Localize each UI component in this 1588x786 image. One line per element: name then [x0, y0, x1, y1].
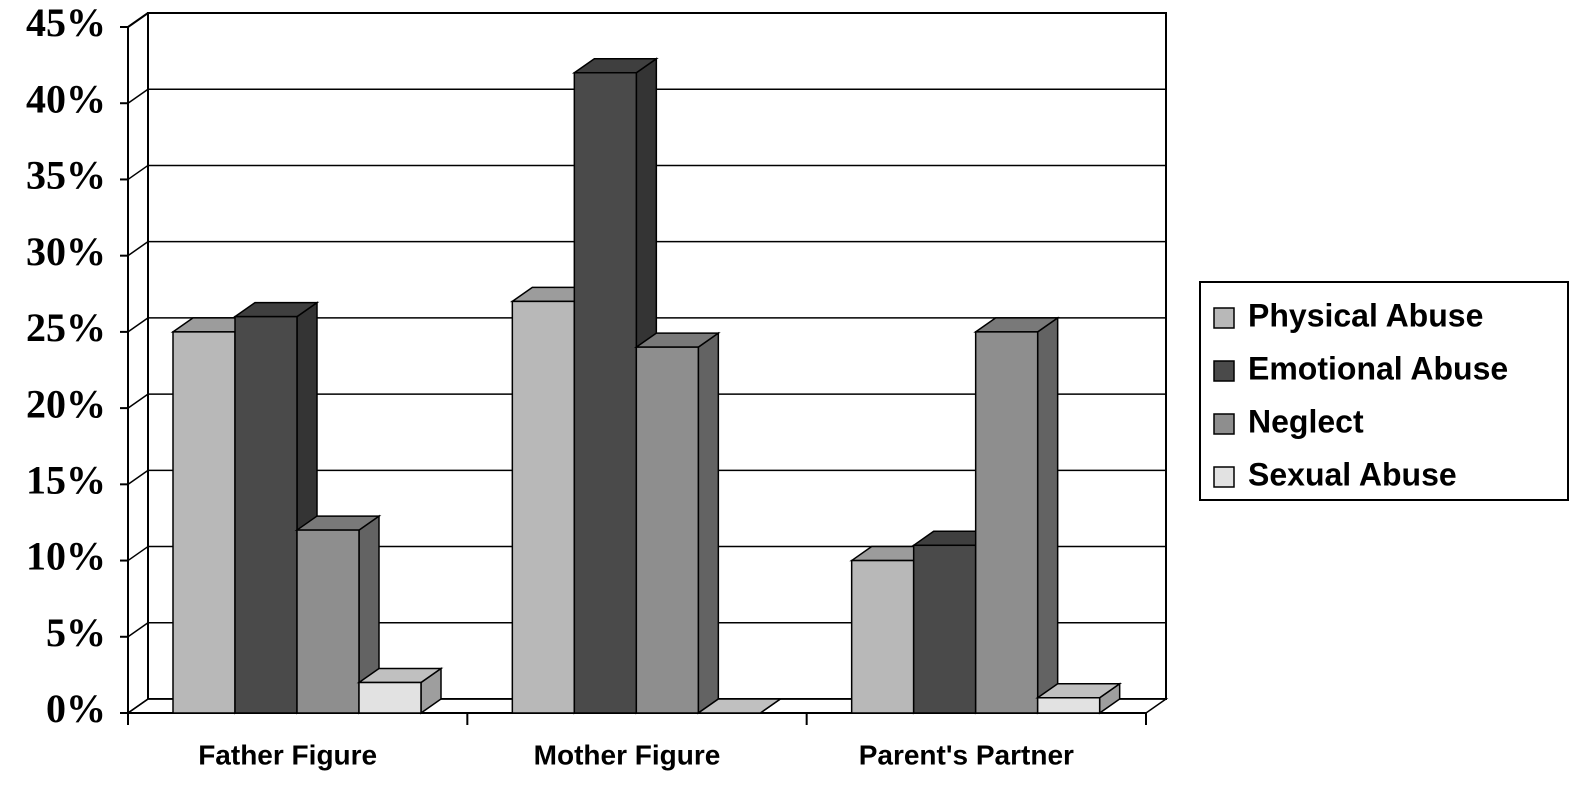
bar	[234, 315, 298, 714]
legend-box	[1199, 281, 1569, 501]
side-grid-line	[127, 88, 149, 104]
bar	[358, 681, 422, 714]
side-top	[127, 12, 149, 28]
y-tick-label: 0%	[46, 686, 106, 731]
bar-top	[695, 698, 783, 714]
y-tick-label: 15%	[26, 458, 106, 503]
bar-side	[1036, 316, 1059, 715]
bar	[974, 331, 1039, 714]
bar	[573, 71, 638, 714]
side-grid-line	[127, 317, 149, 333]
bar	[1036, 697, 1101, 714]
side-grid-line	[127, 545, 149, 562]
side-grid-line	[127, 164, 149, 181]
y-tick-label: 30%	[26, 229, 106, 274]
y-tick-label: 5%	[46, 610, 106, 655]
side-grid-line	[127, 241, 149, 257]
legend-label: Sexual Abuse	[1248, 456, 1457, 492]
bar	[296, 529, 360, 714]
legend-swatch	[1213, 307, 1235, 329]
bar	[172, 331, 236, 714]
bar	[511, 300, 576, 714]
x-tick-label: Father Figure	[198, 739, 377, 770]
y-tick-label: 45%	[26, 0, 106, 45]
y-tick-label: 25%	[26, 305, 106, 350]
y-tick-label: 35%	[26, 153, 106, 198]
side-grid-line	[127, 698, 149, 714]
y-tick-label: 20%	[26, 381, 106, 426]
legend-swatch	[1213, 413, 1235, 435]
x-tick-label: Mother Figure	[534, 739, 721, 770]
legend-label: Emotional Abuse	[1248, 350, 1508, 386]
bar	[635, 346, 700, 714]
y-tick-label: 40%	[26, 76, 106, 121]
legend-label: Neglect	[1248, 403, 1364, 439]
legend-swatch	[1213, 466, 1235, 488]
side-grid-line	[127, 393, 149, 409]
bar	[912, 544, 977, 714]
bar-side	[697, 331, 720, 715]
x-tick-label: Parent's Partner	[859, 739, 1074, 770]
side-grid-line	[127, 469, 149, 485]
bar	[850, 559, 915, 714]
legend-swatch	[1213, 360, 1235, 382]
side-grid-line	[127, 622, 149, 638]
legend-label: Physical Abuse	[1248, 297, 1483, 333]
y-tick-label: 10%	[26, 534, 106, 579]
